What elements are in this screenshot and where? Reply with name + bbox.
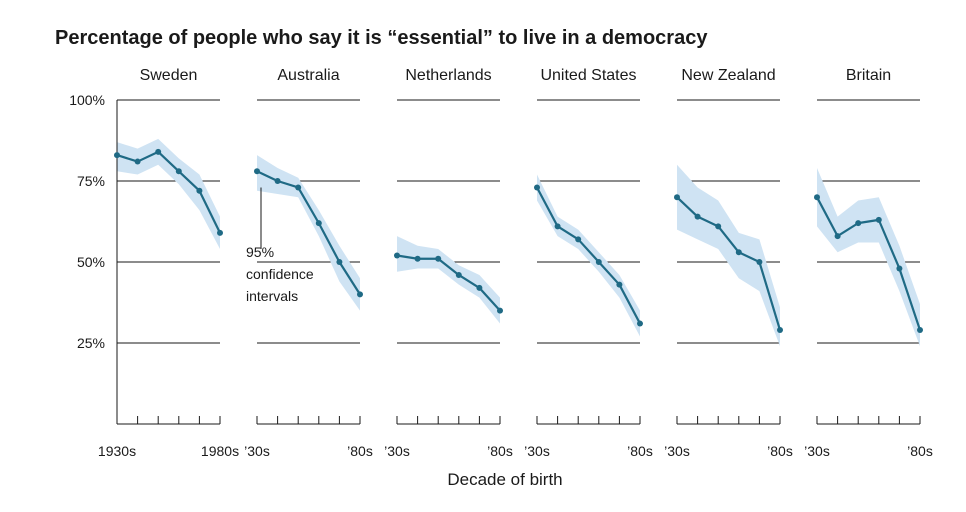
data-point (917, 327, 923, 334)
x-tick-label-end: ’80s (627, 443, 653, 459)
panel-netherlands: Netherlands ’30s ’80s (384, 67, 513, 459)
data-point (155, 148, 162, 155)
data-point (336, 259, 343, 265)
y-tick-label: 75% (77, 173, 105, 189)
confidence-band (117, 138, 220, 250)
annotation-text: intervals (246, 288, 298, 304)
x-tick-label-end: ’80s (767, 443, 793, 459)
data-point (196, 187, 203, 194)
data-point (735, 249, 742, 256)
data-point (834, 233, 841, 240)
x-tick-label-start: ’30s (804, 443, 830, 459)
series-line (676, 196, 782, 331)
y-tick-label: 100% (69, 92, 105, 108)
data-point (534, 184, 540, 191)
data-point (694, 213, 701, 220)
data-point (254, 168, 260, 175)
panel-title: Sweden (140, 67, 198, 84)
panel-title: United States (540, 67, 636, 84)
confidence-band (677, 164, 780, 347)
panel-britain: Britain ’30s ’80s (804, 67, 933, 459)
confidence-band (257, 155, 360, 311)
panel-australia: Australia ’30s ’80s (244, 67, 373, 459)
annotation: 95% confidence intervals (246, 187, 314, 304)
series-line (816, 196, 922, 331)
data-point (435, 255, 442, 262)
confidence-band (817, 168, 920, 347)
panel-title: Britain (846, 67, 891, 84)
x-tick-label-end: ’80s (347, 443, 373, 459)
data-point (274, 178, 281, 184)
series-line (116, 150, 221, 234)
series-line (536, 186, 641, 325)
data-point (855, 220, 862, 227)
data-point (476, 284, 483, 291)
data-point (674, 194, 680, 201)
data-point (896, 265, 903, 272)
data-point (217, 229, 223, 236)
panel-sweden: Sweden 1930s 1980s (98, 67, 239, 459)
data-point (616, 281, 623, 288)
panel-new-zealand: New Zealand ’30s ’80s (664, 67, 793, 459)
data-point (756, 259, 763, 265)
data-point (357, 291, 363, 298)
data-point (114, 152, 120, 159)
x-tick-label-start: 1930s (98, 443, 136, 459)
data-point (575, 236, 582, 243)
data-point (777, 327, 783, 334)
annotation-text: 95% (246, 244, 274, 260)
data-point (455, 271, 462, 278)
data-point (134, 158, 141, 165)
data-point (814, 194, 820, 201)
annotation-text: confidence (246, 266, 314, 282)
x-tick-label-start: ’30s (244, 443, 270, 459)
panel-title: Australia (277, 67, 339, 84)
data-point (315, 220, 322, 227)
confidence-band (397, 236, 500, 324)
x-axis-label: Decade of birth (447, 470, 562, 489)
y-tick-label: 25% (77, 335, 105, 351)
data-point (554, 223, 561, 230)
x-tick-label-end: ’80s (487, 443, 513, 459)
x-tick-label-end: ’80s (907, 443, 933, 459)
x-tick-label-start: ’30s (664, 443, 690, 459)
data-point (875, 216, 882, 223)
x-tick-label-start: ’30s (524, 443, 550, 459)
data-point (414, 255, 421, 262)
data-point (497, 307, 503, 314)
series-line (256, 170, 361, 295)
confidence-band (537, 174, 640, 337)
chart-title: Percentage of people who say it is “esse… (55, 27, 708, 49)
data-point (175, 168, 182, 175)
x-tick-label-start: ’30s (384, 443, 410, 459)
panel-united-states: United States ’30s ’80s (524, 67, 653, 459)
series-line (396, 254, 501, 312)
x-tick-label-end: 1980s (201, 443, 239, 459)
data-point (637, 320, 643, 327)
data-point (595, 259, 602, 265)
panel-title: Netherlands (405, 67, 491, 84)
y-tick-label: 50% (77, 254, 105, 270)
data-point (715, 223, 722, 230)
data-point (394, 252, 400, 259)
data-point (295, 184, 302, 191)
panel-title: New Zealand (681, 67, 775, 84)
y-axis: 100% 75% 50% 25% (69, 92, 105, 351)
